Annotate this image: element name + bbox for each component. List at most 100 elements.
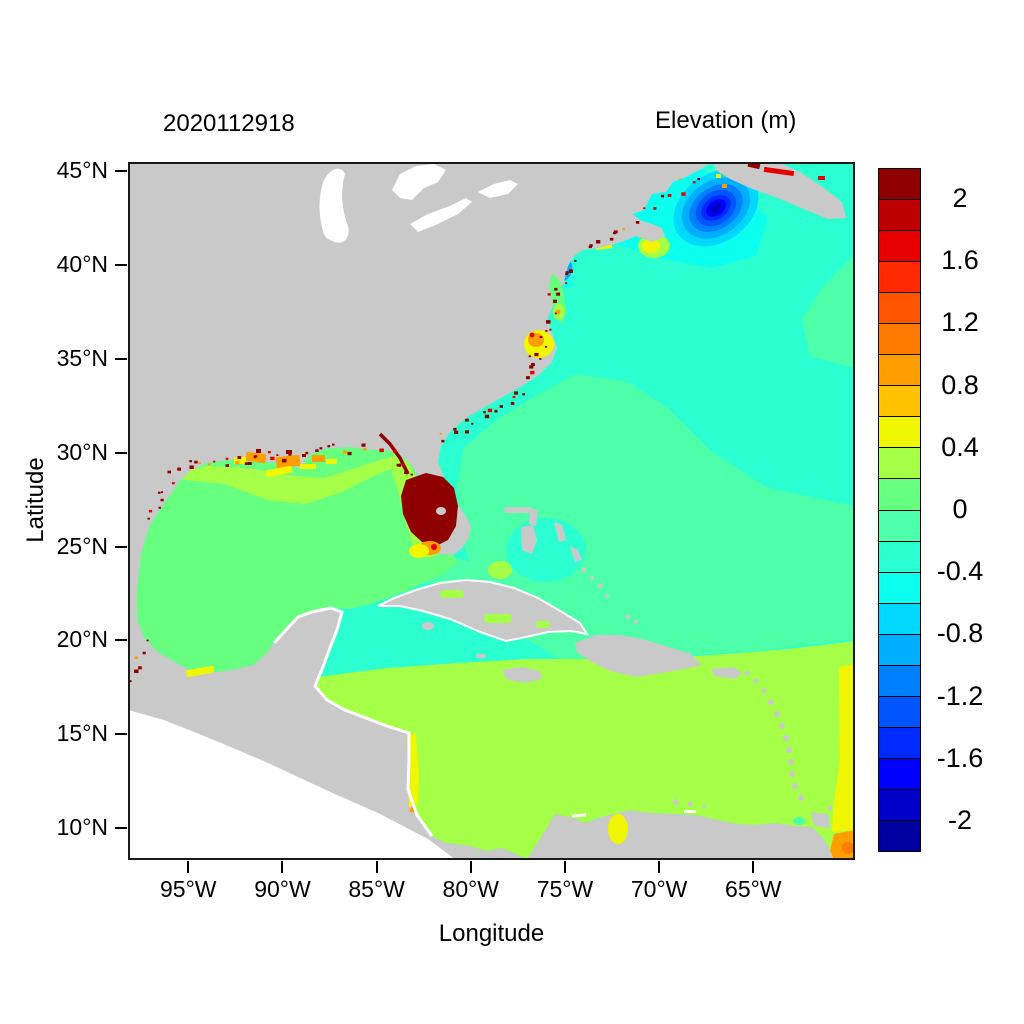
y-tick-label-2: 35°N (56, 345, 108, 372)
pacific-white-region (128, 710, 456, 860)
colorbar-cell-9 (879, 448, 920, 480)
colorbar-cell-2 (879, 231, 920, 263)
coast-speck (512, 395, 516, 399)
coast-speck (545, 330, 548, 332)
coast-speck (305, 451, 309, 455)
coast-speck (554, 312, 557, 315)
coast-speck (483, 411, 486, 414)
y-tick-label-6: 15°N (56, 720, 108, 747)
la-delta-red-1 (256, 449, 261, 453)
coast-speck (397, 463, 402, 467)
y-tick-label-0: 45°N (56, 157, 108, 184)
cuba-shallow-patch-2 (484, 614, 512, 623)
coast-speck (653, 207, 657, 210)
colorbar-cell-14 (879, 603, 920, 635)
y-tick-label-1: 40°N (56, 251, 108, 278)
colorbar (878, 168, 921, 852)
colorbar-cell-19 (879, 758, 920, 790)
la-delta-red-3 (302, 454, 306, 457)
colorbar-cell-5 (879, 324, 920, 356)
elevation-map (128, 162, 855, 860)
nova-scotia-land (713, 162, 846, 219)
antille-4 (768, 699, 774, 705)
coast-speck (526, 376, 530, 380)
y-tick-mark-4 (115, 545, 127, 548)
coast-speck (565, 282, 568, 284)
colorbar-cell-20 (879, 789, 920, 821)
coast-speck (167, 470, 171, 474)
cay-3 (597, 583, 603, 589)
coast-speck (225, 464, 229, 467)
coast-speck (531, 363, 535, 366)
colorbar-label-9: -1.6 (936, 742, 984, 773)
turks-1 (625, 614, 631, 620)
coast-speck (589, 244, 593, 247)
ne-spring-wedge (802, 254, 855, 368)
antille-8 (786, 747, 792, 753)
coast-speck (556, 292, 560, 296)
colorbar-label-5: 0 (952, 494, 968, 524)
antille-10 (789, 771, 795, 777)
coast-speck (172, 482, 175, 485)
x-tick-label-3: 80°W (442, 876, 500, 902)
coast-speck (681, 192, 686, 196)
cuba-shallow-patch-3 (536, 621, 550, 628)
pamlico-red-dot (529, 332, 535, 338)
coast-speck (315, 449, 319, 452)
coast-speck (546, 320, 551, 324)
map-panel (128, 162, 855, 860)
coast-speck (158, 506, 161, 509)
coast-speck (379, 448, 384, 453)
coast-speck (514, 391, 519, 395)
trinidad (811, 812, 830, 828)
coast-speck (414, 485, 418, 488)
y-tick-label-4: 25°N (56, 532, 108, 559)
bahama-bank-patch (488, 561, 512, 579)
south-florida-extreme-blob (401, 473, 458, 546)
sa-coast-white-dash-1 (571, 813, 587, 818)
x-tick-mark-2 (375, 861, 378, 873)
y-tick-mark-3 (115, 451, 127, 454)
coast-speck (565, 271, 569, 274)
lake-erie (410, 198, 472, 232)
abaco (529, 508, 538, 526)
antille-6 (779, 723, 785, 729)
colorbar-cell-4 (879, 293, 920, 325)
coast-speck (157, 491, 161, 494)
y-tick-label-3: 30°N (56, 438, 108, 465)
coast-speck (267, 451, 271, 454)
coast-speck (494, 409, 498, 413)
curacao (687, 801, 693, 807)
tampa-red-dot (410, 482, 415, 486)
x-tick-mark-5 (658, 861, 661, 873)
coast-speck (614, 230, 618, 234)
y-tick-mark-1 (115, 264, 127, 267)
colorbar-cell-7 (879, 386, 920, 418)
coast-speck (255, 457, 259, 460)
coast-speck (487, 408, 493, 413)
grand-bahama (504, 507, 532, 513)
coast-speck (282, 458, 287, 463)
coast-speck (667, 194, 672, 197)
ocean-field-regions (137, 169, 855, 859)
coast-speck (539, 358, 542, 360)
coast-speck (529, 365, 534, 369)
colorbar-label-2: 1.2 (941, 307, 979, 338)
antille-12 (798, 795, 804, 801)
coast-speck (244, 462, 248, 465)
coast-speck (235, 461, 240, 465)
coast-speck (248, 462, 252, 465)
la-delta-orange-2 (275, 454, 301, 469)
coast-speck (189, 465, 194, 469)
coast-speck (499, 405, 503, 408)
fundy-yellow-dot (716, 174, 721, 178)
coast-speck (327, 445, 331, 448)
x-tick-label-4: 75°W (536, 876, 594, 902)
hispaniola (575, 635, 702, 677)
colorbar-cell-1 (879, 200, 920, 232)
coast-speck (596, 240, 601, 244)
cuba (377, 578, 590, 643)
coast-speck (161, 491, 164, 493)
x-axis-title: Longitude (438, 920, 545, 947)
colorbar-cell-12 (879, 541, 920, 573)
